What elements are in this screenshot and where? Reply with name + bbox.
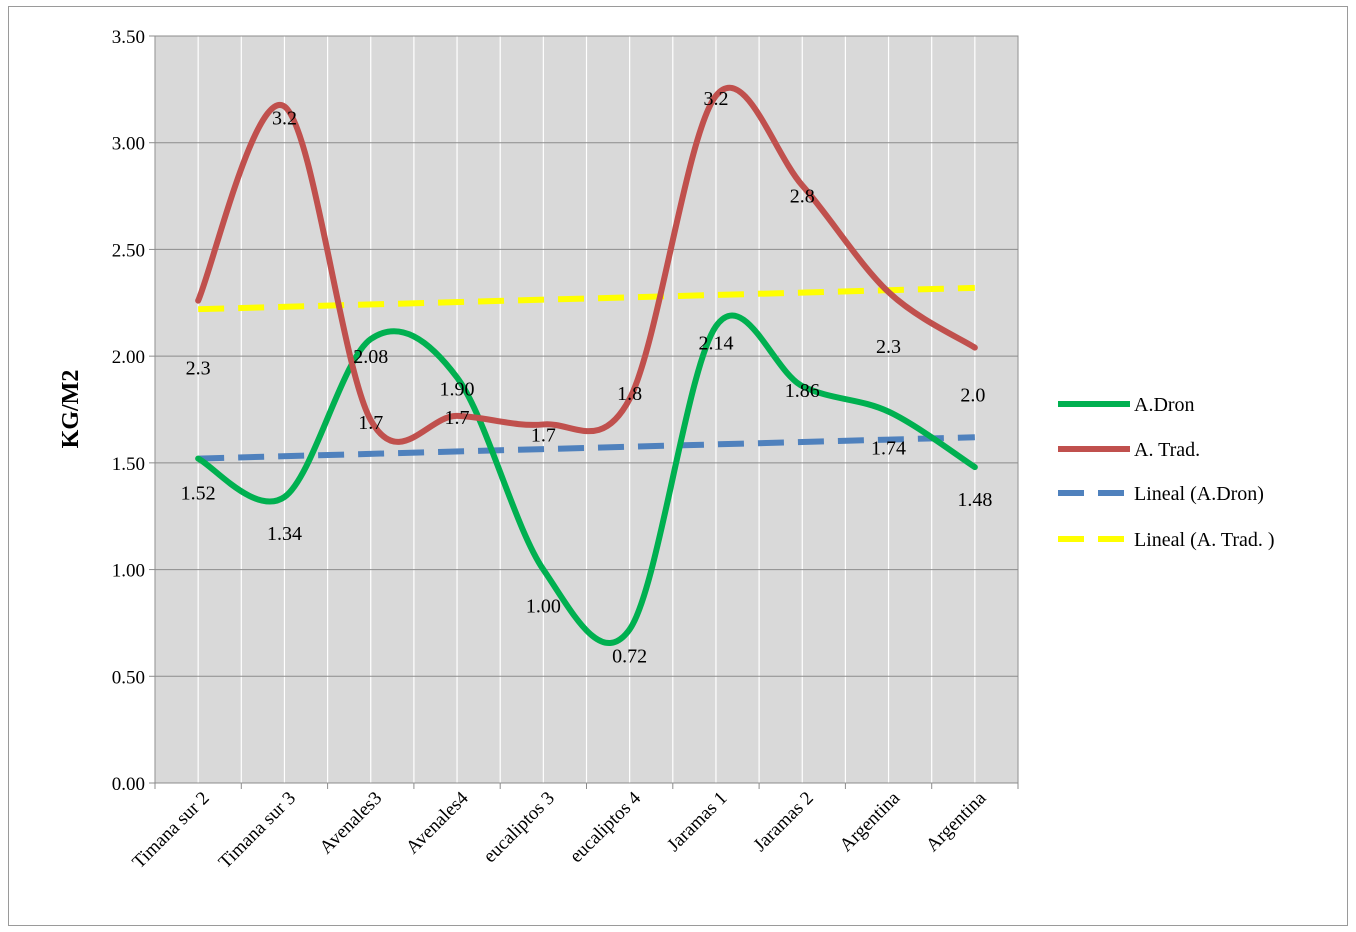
legend-label: A.Dron [1134,394,1195,416]
legend-label: Lineal (A. Trad. ) [1134,529,1275,551]
x-tick-label: eucaliptos 3 [479,788,558,867]
data-label: 1.74 [871,438,906,460]
trendline [198,434,975,462]
trendline [198,284,975,313]
y-tick-label: 1.50 [112,454,145,475]
data-label: 1.86 [785,380,820,402]
x-tick-label: Argentina [922,787,991,856]
data-label: 1.52 [181,483,216,505]
data-label: 1.8 [617,383,642,405]
x-tick-label: Jaramas 2 [750,788,818,856]
x-tick-label: Timana sur 3 [215,788,300,873]
data-label: 3.2 [272,107,297,129]
data-label: 0.72 [612,645,647,667]
y-tick-label: 2.50 [112,240,145,261]
data-label: 1.7 [531,424,556,446]
data-label: 2.3 [876,336,901,358]
series-line [195,312,978,646]
data-label: 2.8 [790,185,815,207]
y-tick-label: 2.00 [112,347,145,368]
data-label: 1.90 [440,378,475,400]
series-lines [195,84,978,646]
data-label: 1.7 [445,407,470,429]
legend: A.Dron A. Trad. Lineal (A.Dron) Lineal (A. … [1058,394,1275,551]
data-label: 2.3 [186,358,211,380]
x-tick-label: Avenales4 [402,787,473,858]
x-tick-label: eucaliptos 4 [566,787,646,867]
data-labels: 1.52 1.34 2.08 1.90 1.00 0.72 2.14 1.86 1.74 1.48… [181,88,993,668]
y-axis-title: KG/M2 [58,370,84,449]
x-tick-label: Avenales3 [316,788,387,859]
data-label: 2.0 [960,385,985,407]
y-tick-label: 3.00 [112,134,145,155]
data-label: 2.14 [698,332,733,354]
data-label: 3.2 [703,88,728,110]
x-tick-label: Jaramas 1 [663,788,731,856]
y-tick-label: 3.50 [112,27,145,48]
x-tick-label: Argentina [836,787,905,856]
data-label: 1.34 [267,523,302,545]
legend-label: Lineal (A.Dron) [1134,483,1264,505]
data-label: 1.00 [526,596,561,618]
legend-label: A. Trad. [1134,439,1200,461]
series-line [195,84,978,445]
data-label: 1.7 [358,412,383,434]
y-tick-label: 0.50 [112,667,145,688]
y-tick-label: 1.00 [112,561,145,582]
data-label: 1.48 [957,489,992,511]
x-tick-label: Timana sur 2 [128,788,213,873]
data-label: 2.08 [353,346,388,368]
y-tick-label: 0.00 [112,774,145,795]
